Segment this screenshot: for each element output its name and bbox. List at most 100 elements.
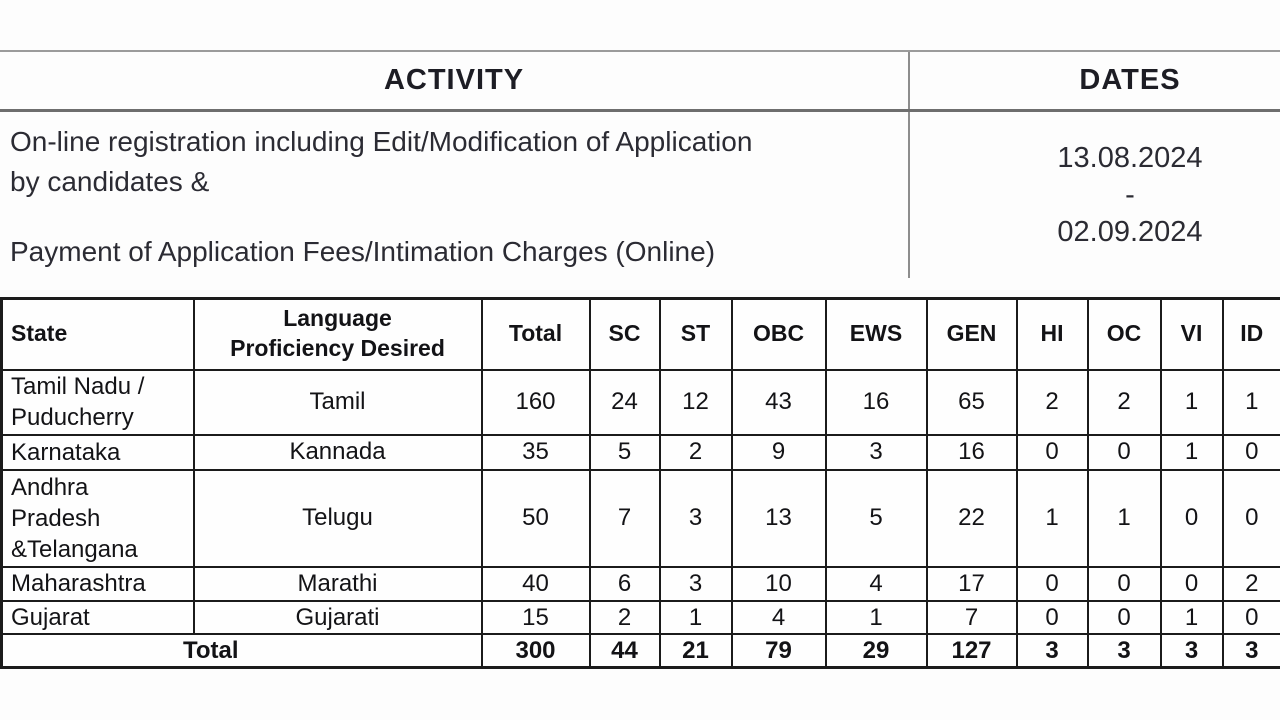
- total-row: Total 300 44 21 79 29 127 3 3 3 3: [0, 632, 1280, 669]
- cell-oc: 0: [1086, 433, 1162, 471]
- cell-language: Telugu: [192, 468, 483, 568]
- cell-id: 0: [1221, 433, 1280, 471]
- cell-obc: 4: [730, 599, 827, 635]
- cell-sc: 5: [588, 433, 661, 471]
- column-header-oc: OC: [1086, 297, 1162, 371]
- cell-gen: 16: [925, 433, 1018, 471]
- cell-id: 1: [1221, 368, 1280, 436]
- cell-id: 2: [1221, 565, 1280, 602]
- total-label: Total: [0, 632, 483, 669]
- cell-gen: 65: [925, 368, 1018, 436]
- cell-ews: 3: [824, 433, 928, 471]
- cell-st: 21: [658, 632, 733, 669]
- cell-st: 1: [658, 599, 733, 635]
- cell-ews: 4: [824, 565, 928, 602]
- cell-total: 35: [480, 433, 591, 471]
- schedule-table: ACTIVITY DATES On-line registration incl…: [0, 50, 1280, 278]
- dates-cell: 13.08.2024 - 02.09.2024: [910, 112, 1280, 278]
- cell-hi: 2: [1015, 368, 1089, 436]
- cell-vi: 3: [1159, 632, 1224, 669]
- column-header-hi: HI: [1015, 297, 1089, 371]
- cell-language: Tamil: [192, 368, 483, 436]
- column-header-ews: EWS: [824, 297, 928, 371]
- cell-hi: 0: [1015, 599, 1089, 635]
- cell-vi: 0: [1159, 565, 1224, 602]
- vacancy-table: State Language Proficiency Desired Total…: [0, 297, 1280, 669]
- cell-state: Maharashtra: [0, 565, 195, 602]
- cell-oc: 1: [1086, 468, 1162, 568]
- cell-hi: 3: [1015, 632, 1089, 669]
- cell-obc: 13: [730, 468, 827, 568]
- cell-ews: 1: [824, 599, 928, 635]
- cell-oc: 0: [1086, 599, 1162, 635]
- cell-obc: 9: [730, 433, 827, 471]
- cell-ews: 5: [824, 468, 928, 568]
- activity-paragraph-payment: Payment of Application Fees/Intimation C…: [10, 236, 716, 267]
- cell-language: Gujarati: [192, 599, 483, 635]
- cell-state: Gujarat: [0, 599, 195, 635]
- column-header-language: Language Proficiency Desired: [192, 297, 483, 371]
- cell-sc: 44: [588, 632, 661, 669]
- column-header-sc: SC: [588, 297, 661, 371]
- cell-total: 160: [480, 368, 591, 436]
- cell-id: 0: [1221, 599, 1280, 635]
- cell-hi: 1: [1015, 468, 1089, 568]
- cell-hi: 0: [1015, 433, 1089, 471]
- cell-sc: 7: [588, 468, 661, 568]
- schedule-body-row: On-line registration including Edit/Modi…: [0, 112, 1280, 278]
- table-row: Andhra Pradesh &Telangana Telugu 50 7 3 …: [0, 468, 1280, 568]
- cell-hi: 0: [1015, 565, 1089, 602]
- cell-gen: 17: [925, 565, 1018, 602]
- cell-id: 3: [1221, 632, 1280, 669]
- cell-total: 15: [480, 599, 591, 635]
- schedule-header-row: ACTIVITY DATES: [0, 50, 1280, 112]
- cell-ews: 16: [824, 368, 928, 436]
- cell-st: 2: [658, 433, 733, 471]
- cell-total: 50: [480, 468, 591, 568]
- column-header-obc: OBC: [730, 297, 827, 371]
- column-header-state: State: [0, 297, 195, 371]
- activity-paragraph-registration: On-line registration including Edit/Modi…: [10, 126, 753, 197]
- vacancy-header-row: State Language Proficiency Desired Total…: [0, 297, 1280, 371]
- cell-vi: 1: [1159, 368, 1224, 436]
- cell-total: 40: [480, 565, 591, 602]
- cell-oc: 2: [1086, 368, 1162, 436]
- cell-oc: 0: [1086, 565, 1162, 602]
- cell-gen: 127: [925, 632, 1018, 669]
- cell-state: Andhra Pradesh &Telangana: [0, 468, 195, 568]
- date-to: 02.09.2024: [1057, 215, 1203, 248]
- dates-column-header: DATES: [1079, 64, 1181, 96]
- cell-gen: 7: [925, 599, 1018, 635]
- cell-oc: 3: [1086, 632, 1162, 669]
- cell-total: 300: [480, 632, 591, 669]
- table-row: Tamil Nadu / Puducherry Tamil 160 24 12 …: [0, 368, 1280, 436]
- cell-sc: 2: [588, 599, 661, 635]
- cell-vi: 1: [1159, 599, 1224, 635]
- date-from: 13.08.2024: [1057, 141, 1203, 174]
- cell-sc: 6: [588, 565, 661, 602]
- cell-language: Kannada: [192, 433, 483, 471]
- column-header-id: ID: [1221, 297, 1280, 371]
- activity-column-header: ACTIVITY: [0, 52, 910, 109]
- cell-st: 3: [658, 565, 733, 602]
- date-separator: -: [1125, 178, 1135, 211]
- cell-ews: 29: [824, 632, 928, 669]
- column-header-vi: VI: [1159, 297, 1224, 371]
- cell-state: Tamil Nadu / Puducherry: [0, 368, 195, 436]
- cell-st: 3: [658, 468, 733, 568]
- cell-state: Karnataka: [0, 433, 195, 471]
- cell-vi: 0: [1159, 468, 1224, 568]
- cell-gen: 22: [925, 468, 1018, 568]
- cell-id: 0: [1221, 468, 1280, 568]
- column-header-gen: GEN: [925, 297, 1018, 371]
- cell-language: Marathi: [192, 565, 483, 602]
- column-header-total: Total: [480, 297, 591, 371]
- table-row: Karnataka Kannada 35 5 2 9 3 16 0 0 1 0: [0, 433, 1280, 471]
- cell-st: 12: [658, 368, 733, 436]
- cell-obc: 10: [730, 565, 827, 602]
- table-row: Maharashtra Marathi 40 6 3 10 4 17 0 0 0…: [0, 565, 1280, 602]
- activity-cell: On-line registration including Edit/Modi…: [0, 112, 910, 278]
- column-header-st: ST: [658, 297, 733, 371]
- cell-sc: 24: [588, 368, 661, 436]
